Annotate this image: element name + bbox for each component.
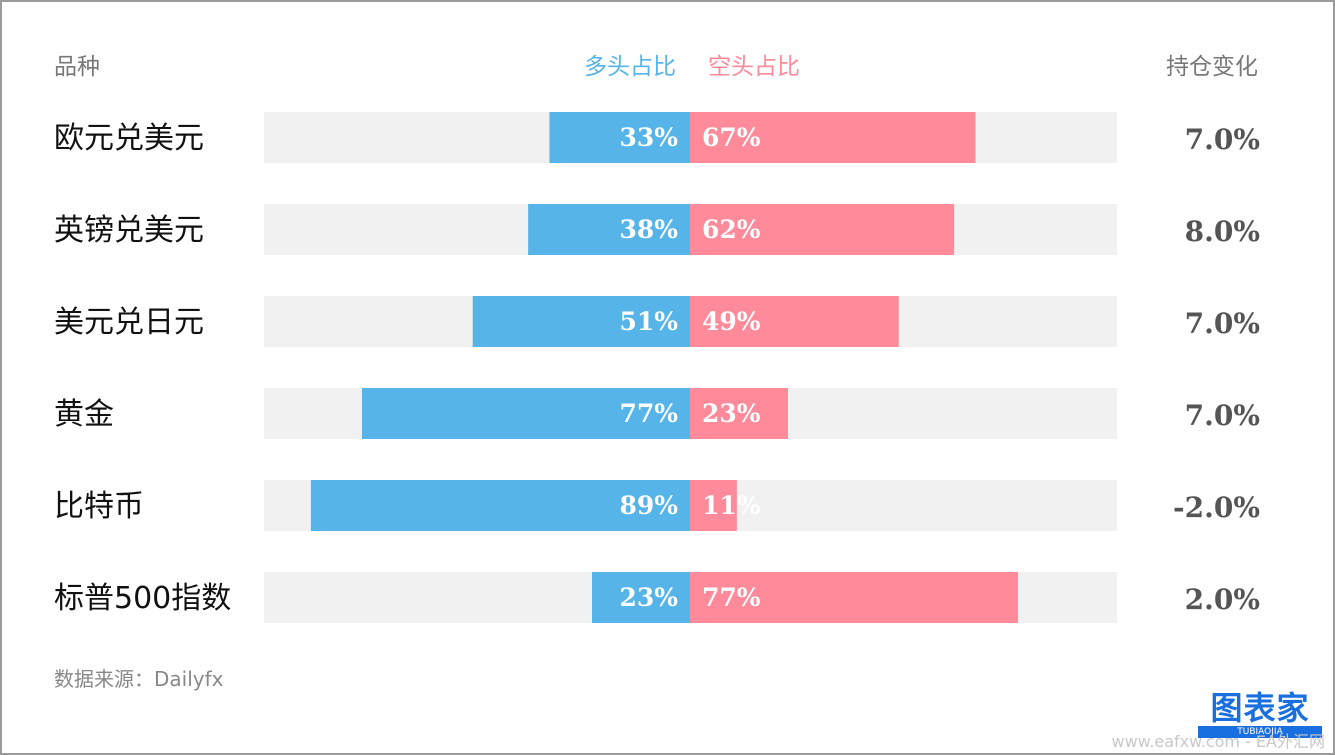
long-bar — [310, 480, 690, 531]
header-position-change: 持仓变化 — [1166, 54, 1258, 80]
long-bar — [549, 112, 690, 163]
category-label: 标普500指数 — [54, 581, 231, 616]
short-value-label: 67% — [702, 123, 761, 152]
category-label: 比特币 — [54, 489, 144, 524]
long-value-label: 89% — [619, 491, 678, 520]
long-value-label: 23% — [619, 583, 678, 612]
header-category: 品种 — [54, 54, 100, 80]
long-bar — [472, 296, 690, 347]
long-value-label: 51% — [619, 307, 678, 336]
short-bar — [690, 204, 955, 255]
category-label: 英镑兑美元 — [54, 213, 204, 248]
site-watermark: www.eafxw.com - EA外汇网 — [1111, 732, 1325, 751]
position-change-value: 8.0% — [1185, 215, 1260, 248]
short-bar — [690, 296, 899, 347]
short-value-label: 23% — [702, 399, 761, 428]
long-bar — [361, 388, 690, 439]
long-bar — [592, 572, 690, 623]
header-long-ratio: 多头占比 — [584, 54, 676, 80]
short-value-label: 62% — [702, 215, 761, 244]
position-change-value: 7.0% — [1185, 123, 1260, 156]
short-value-label: 77% — [702, 583, 761, 612]
short-bar — [690, 572, 1019, 623]
data-source-note: 数据来源：Dailyfx — [54, 667, 224, 691]
category-label: 黄金 — [54, 397, 114, 432]
tubiaojia-logo: 图表家 TUBIAOJIA — [1198, 690, 1322, 742]
short-bar — [690, 388, 788, 439]
position-change-value: -2.0% — [1173, 491, 1260, 524]
long-bar — [528, 204, 690, 255]
logo-subtext: TUBIAOJIA — [1198, 726, 1322, 738]
category-label: 欧元兑美元 — [54, 121, 204, 156]
position-change-value: 7.0% — [1185, 307, 1260, 340]
category-label: 美元兑日元 — [54, 305, 204, 340]
short-bar — [690, 112, 976, 163]
position-change-value: 2.0% — [1185, 583, 1260, 616]
short-value-label: 11% — [702, 491, 761, 520]
logo-text: 图表家 — [1210, 689, 1310, 727]
short-value-label: 49% — [702, 307, 761, 336]
position-change-value: 7.0% — [1185, 399, 1260, 432]
long-value-label: 33% — [619, 123, 678, 152]
long-value-label: 38% — [619, 215, 678, 244]
header-short-ratio: 空头占比 — [708, 54, 800, 80]
long-value-label: 77% — [619, 399, 678, 428]
short-bar — [690, 480, 737, 531]
